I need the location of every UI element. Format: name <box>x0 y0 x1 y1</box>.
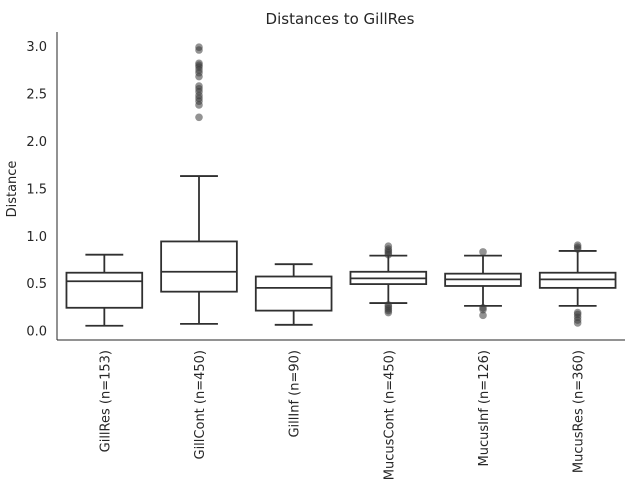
y-tick-label: 0.0 <box>26 325 47 340</box>
box <box>65 271 144 309</box>
outlier-point <box>479 248 487 256</box>
box <box>160 240 238 293</box>
outlier-point <box>479 303 487 312</box>
x-tick-label: GillInf (n=90) <box>288 350 303 438</box>
x-tick-label: MucusCont (n=450) <box>382 350 397 480</box>
outlier-point <box>573 308 582 317</box>
y-axis-label: Distance <box>5 161 20 218</box>
outlier-point <box>384 301 393 309</box>
outlier-point <box>573 241 582 250</box>
outlier-point <box>384 242 393 250</box>
outlier-point <box>195 59 203 68</box>
y-tick-label: 1.0 <box>26 230 47 245</box>
outlier-point <box>195 113 203 122</box>
box <box>254 275 333 312</box>
plot-area: 0.0 0.5 1.0 1.5 2.0 2.5 3.0 GillRes (n=153) Gill… <box>26 32 625 480</box>
y-tick-label: 2.0 <box>26 135 47 150</box>
x-tick-label: GillRes (n=153) <box>98 350 113 452</box>
y-tick-label: 2.5 <box>26 88 47 103</box>
box <box>538 271 617 289</box>
x-tick-label: MucusRes (n=360) <box>572 350 587 473</box>
y-tick-label: 3.0 <box>26 40 47 55</box>
x-tick-label: GillCont (n=450) <box>193 350 208 460</box>
outlier-point <box>195 43 203 51</box>
chart-title: Distances to GillRes <box>266 10 415 28</box>
outlier-point <box>479 311 487 320</box>
y-tick-label: 0.5 <box>26 277 47 292</box>
y-tick-label: 1.5 <box>26 182 47 197</box>
outlier-point <box>195 82 203 90</box>
x-tick-label: MucusInf (n=126) <box>477 350 492 467</box>
